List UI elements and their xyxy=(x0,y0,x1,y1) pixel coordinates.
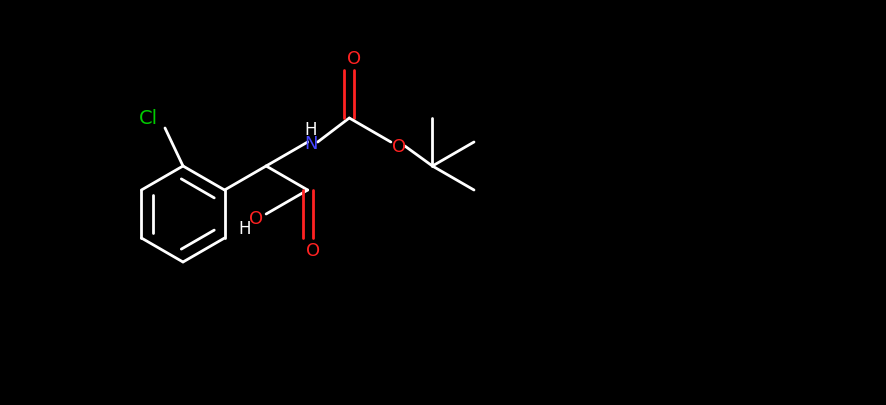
Text: O: O xyxy=(392,138,406,156)
Text: H: H xyxy=(237,220,251,237)
Text: O: O xyxy=(249,209,263,228)
Text: O: O xyxy=(347,50,361,68)
Text: Cl: Cl xyxy=(138,109,158,128)
Text: N: N xyxy=(304,135,317,153)
Text: H: H xyxy=(305,121,317,139)
Text: O: O xyxy=(306,241,320,259)
